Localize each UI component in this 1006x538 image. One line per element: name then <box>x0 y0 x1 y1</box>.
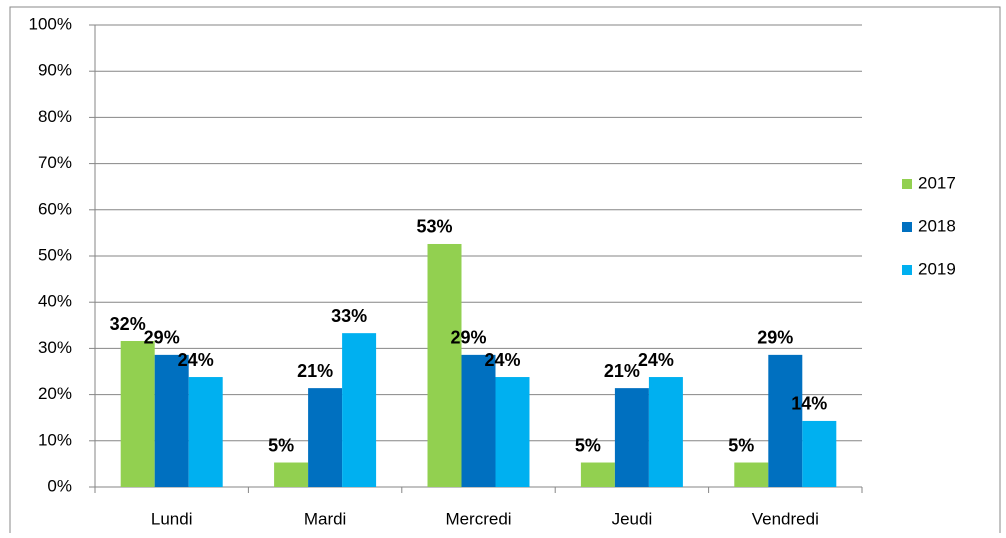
bar <box>308 388 343 487</box>
value-label: 29% <box>757 328 793 348</box>
y-tick-label: 50% <box>38 245 72 264</box>
value-label: 5% <box>575 435 601 455</box>
bar <box>614 388 649 487</box>
value-label: 21% <box>604 361 640 381</box>
x-tick-label: Mercredi <box>445 509 511 528</box>
y-tick-label: 80% <box>38 107 72 126</box>
bar <box>495 377 530 487</box>
value-label: 33% <box>331 306 367 326</box>
y-tick-label: 40% <box>38 292 72 311</box>
y-tick-label: 70% <box>38 153 72 172</box>
bar <box>802 420 837 487</box>
y-tick-label: 30% <box>38 338 72 357</box>
bar <box>734 462 769 487</box>
y-tick-label: 0% <box>47 476 72 495</box>
legend-swatch <box>902 179 912 189</box>
legend-swatch <box>902 265 912 275</box>
y-tick-label: 100% <box>29 14 72 33</box>
bar <box>120 341 155 487</box>
bar <box>342 333 377 487</box>
y-tick-label: 10% <box>38 430 72 449</box>
bar <box>274 462 309 487</box>
chart-border <box>9 6 1001 533</box>
y-tick-label: 90% <box>38 61 72 80</box>
x-tick-label: Vendredi <box>752 509 819 528</box>
value-label: 5% <box>268 435 294 455</box>
bar <box>427 243 462 487</box>
value-label: 29% <box>144 328 180 348</box>
bar <box>580 462 615 487</box>
value-label: 32% <box>110 314 146 334</box>
legend-label: 2019 <box>918 259 956 278</box>
value-label: 24% <box>178 350 214 370</box>
y-tick-label: 20% <box>38 384 72 403</box>
value-label: 29% <box>450 328 486 348</box>
legend-label: 2018 <box>918 216 956 235</box>
value-label: 14% <box>791 394 827 414</box>
value-label: 24% <box>638 350 674 370</box>
value-label: 53% <box>416 217 452 237</box>
value-label: 24% <box>484 350 520 370</box>
x-tick-label: Mardi <box>304 509 347 528</box>
legend-label: 2017 <box>918 173 956 192</box>
bar <box>461 354 496 487</box>
value-label: 21% <box>297 361 333 381</box>
bar <box>648 377 683 487</box>
y-tick-label: 60% <box>38 199 72 218</box>
x-tick-label: Lundi <box>151 509 193 528</box>
bar <box>188 377 223 487</box>
x-tick-label: Jeudi <box>612 509 653 528</box>
legend-swatch <box>902 222 912 232</box>
bar <box>154 354 189 487</box>
bar <box>768 354 803 487</box>
value-label: 5% <box>728 435 754 455</box>
